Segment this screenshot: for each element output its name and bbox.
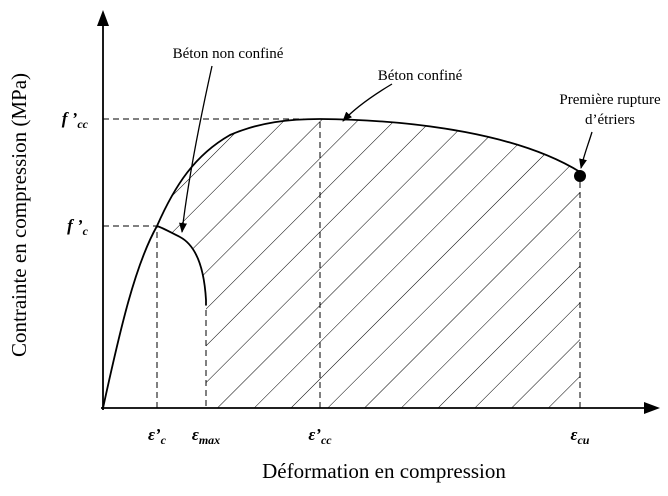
tick-label: f ’cc — [62, 109, 89, 131]
axes — [97, 10, 660, 414]
tick-label: εmax — [192, 425, 220, 447]
x-axis-title: Déformation en compression — [262, 459, 506, 483]
rupture-point — [574, 170, 586, 182]
tick-labels: f ’cc f ’c ε’c εmax ε’cc εcu — [62, 109, 590, 447]
confined-label: Béton confiné — [378, 68, 463, 84]
arrows — [179, 65, 593, 233]
tick-label: ε’c — [148, 425, 167, 447]
rupture-label: d’étriers — [585, 112, 635, 128]
tick-label: f ’c — [67, 216, 89, 238]
rupture-label: Première rupture — [559, 92, 661, 108]
unconfined-curve — [156, 225, 207, 305]
unconfined-label: Béton non confiné — [173, 46, 284, 62]
hatched-area — [157, 119, 580, 408]
tick-label: ε’cc — [308, 425, 332, 447]
confined-curve — [102, 118, 581, 409]
y-axis-title: Contrainte en compression (MPa) — [7, 73, 31, 357]
tick-label: εcu — [571, 425, 590, 447]
